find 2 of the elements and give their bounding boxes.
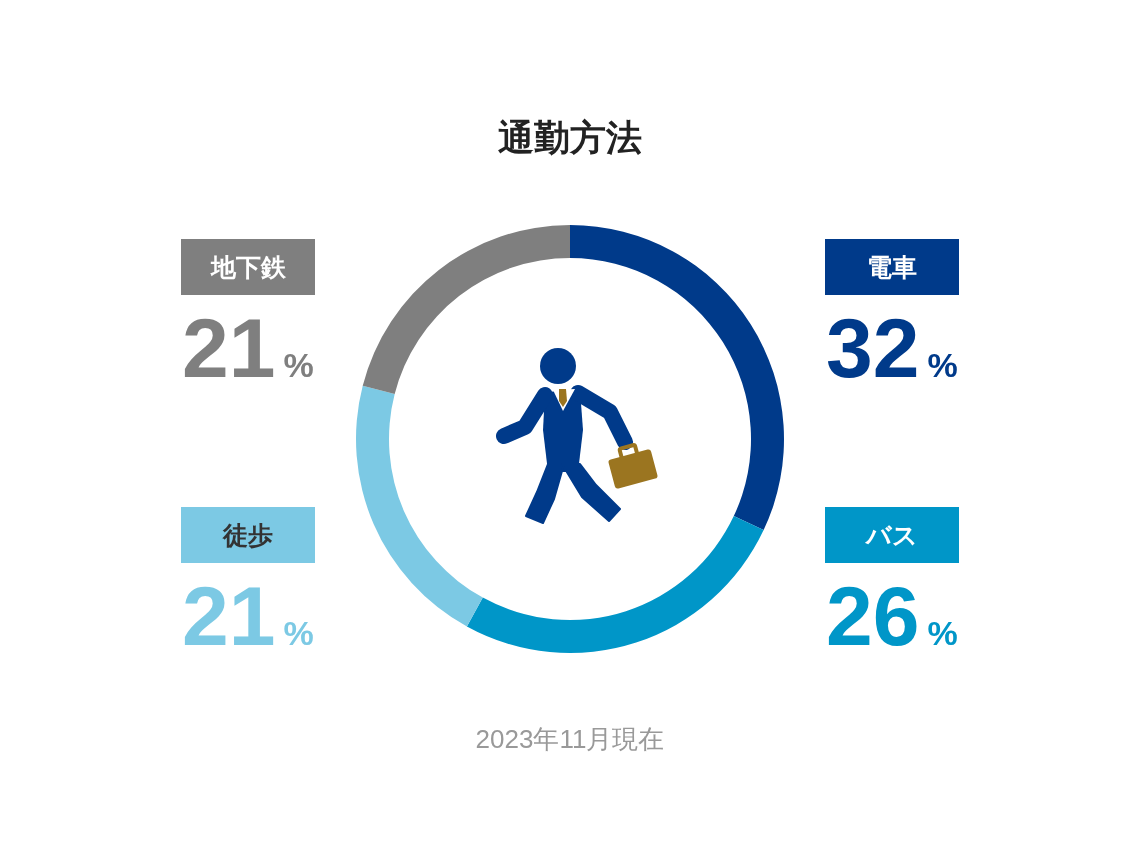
title: 通勤方法	[498, 117, 642, 158]
annotation: 2023年11月現在	[475, 724, 665, 754]
